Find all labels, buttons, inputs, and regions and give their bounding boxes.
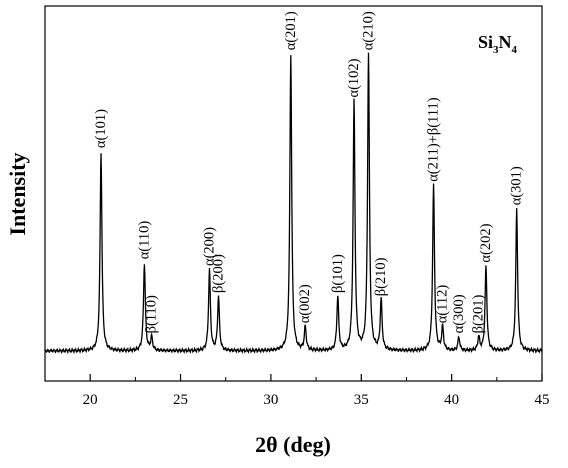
xrd-pattern-line <box>44 52 543 355</box>
peak-label-9: α(210) <box>361 11 377 50</box>
x-axis-label: 2θ (deg) <box>255 432 331 457</box>
peak-label-5: α(201) <box>283 11 299 50</box>
x-tick-label-40: 40 <box>444 392 459 408</box>
peak-label-11: α(211)+β(111) <box>426 97 442 182</box>
x-tick-label-25: 25 <box>173 392 188 408</box>
x-axis-tick-labels: 20 25 30 35 40 45 <box>83 392 550 408</box>
peak-label-7: β(101) <box>330 254 346 293</box>
peak-label-1: α(110) <box>136 221 152 260</box>
compound-label: Si3N4 <box>478 32 518 56</box>
peak-label-8: α(102) <box>346 58 362 97</box>
peak-label-4: β(200) <box>211 254 227 293</box>
x-tick-label-45: 45 <box>535 392 550 408</box>
peak-label-6: α(002) <box>297 284 313 323</box>
peak-label-16: α(301) <box>509 166 525 205</box>
peak-label-0: α(101) <box>93 109 109 148</box>
peak-label-10: β(210) <box>373 257 389 296</box>
peak-label-14: β(201) <box>471 294 487 333</box>
peak-label-3: α(200) <box>202 227 218 266</box>
y-axis-label: Intensity <box>5 152 30 235</box>
x-tick-label-30: 30 <box>263 392 278 408</box>
x-tick-label-20: 20 <box>83 392 98 408</box>
x-tick-label-35: 35 <box>354 392 369 408</box>
peak-label-12: α(112) <box>435 285 451 324</box>
plot-frame <box>44 5 543 382</box>
peak-label-13: α(300) <box>451 294 467 333</box>
peak-label-2: β(110) <box>144 295 160 333</box>
x-axis-ticks <box>44 374 543 381</box>
peak-label-15: α(202) <box>478 223 494 262</box>
peak-labels: α(101) α(110) β(110) α(200)β(200) α(201) α(00… <box>93 11 525 333</box>
